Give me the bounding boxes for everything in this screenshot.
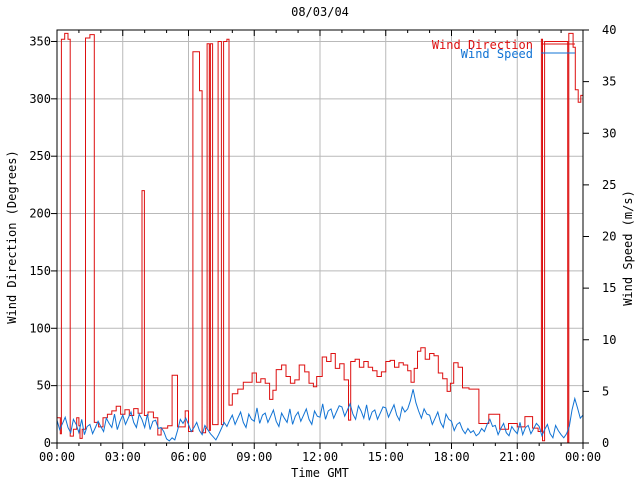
x-tick-label: 18:00 bbox=[433, 450, 469, 464]
x-tick-label: 00:00 bbox=[565, 450, 601, 464]
x-tick-label: 09:00 bbox=[236, 450, 272, 464]
series-wind-direction bbox=[57, 32, 583, 444]
legend-label-wind-direction: Wind Direction bbox=[431, 38, 533, 52]
x-tick-label: 00:00 bbox=[39, 450, 75, 464]
legend-label-wind-speed: Wind Speed bbox=[460, 47, 533, 61]
y-left-tick-label: 100 bbox=[29, 321, 51, 335]
left-axis-title: Wind Direction (Degrees) bbox=[5, 150, 19, 324]
y-right-tick-label: 10 bbox=[602, 333, 616, 347]
y-right-tick-label: 30 bbox=[602, 126, 616, 140]
y-right-tick-label: 5 bbox=[602, 384, 609, 398]
y-left-tick-label: 250 bbox=[29, 149, 51, 163]
y-left-tick-label: 200 bbox=[29, 207, 51, 221]
right-axis-title: Wind Speed (m/s) bbox=[621, 190, 635, 306]
y-left-tick-label: 0 bbox=[44, 436, 51, 450]
x-tick-label: 12:00 bbox=[302, 450, 338, 464]
x-axis-title: Time GMT bbox=[291, 466, 349, 480]
y-right-tick-label: 15 bbox=[602, 281, 616, 295]
x-tick-label: 06:00 bbox=[170, 450, 206, 464]
x-tick-label: 15:00 bbox=[368, 450, 404, 464]
y-left-tick-label: 150 bbox=[29, 264, 51, 278]
y-right-tick-label: 20 bbox=[602, 230, 616, 244]
chart-title: 08/03/04 bbox=[291, 5, 349, 19]
series-wind-speed bbox=[56, 389, 584, 442]
y-left-tick-label: 350 bbox=[29, 34, 51, 48]
y-right-tick-label: 25 bbox=[602, 178, 616, 192]
y-left-tick-label: 50 bbox=[37, 379, 51, 393]
x-tick-label: 03:00 bbox=[105, 450, 141, 464]
y-right-tick-label: 0 bbox=[602, 436, 609, 450]
y-right-tick-label: 35 bbox=[602, 75, 616, 89]
y-left-tick-label: 300 bbox=[29, 92, 51, 106]
y-right-tick-label: 40 bbox=[602, 23, 616, 37]
x-tick-label: 21:00 bbox=[499, 450, 535, 464]
